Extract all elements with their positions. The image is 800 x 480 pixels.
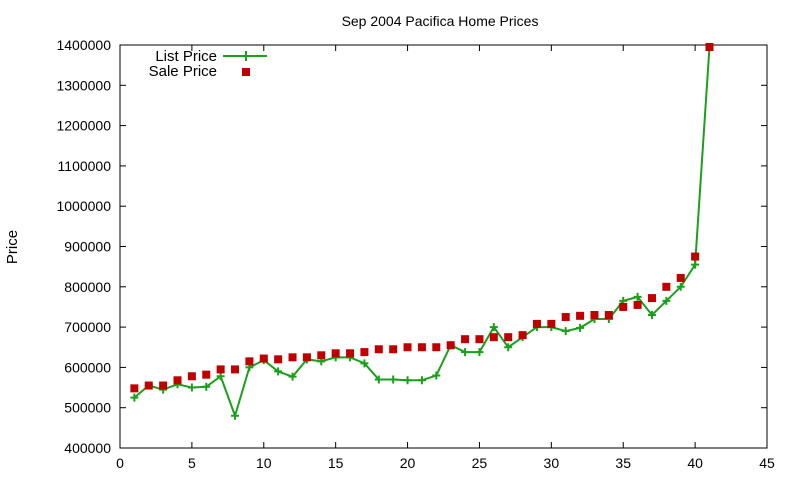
axes-layer: 0 5 10 15 20 25 30 35 40 45 400000 500000 600000 7000… (56, 37, 775, 471)
legend-label-sale-price: Sale Price (149, 63, 217, 80)
list-price-point (231, 411, 240, 420)
x-tick-label: 10 (256, 455, 272, 471)
y-tick-label: 1300000 (56, 77, 111, 93)
sale-price-point (532, 319, 541, 328)
sale-price-point (346, 349, 355, 358)
sale-price-point (647, 294, 656, 303)
legend-marker-sale-price (242, 68, 250, 76)
sale-price-point (187, 372, 196, 381)
sale-price-point (317, 351, 326, 360)
sale-price-point (130, 384, 139, 393)
x-tick-label: 15 (328, 455, 344, 471)
chart-title: Sep 2004 Pacifica Home Prices (342, 13, 539, 29)
sale-price-point (604, 311, 613, 320)
list-price-point (288, 372, 297, 381)
list-price-point (647, 311, 656, 320)
list-price-line (133, 46, 711, 419)
x-tick-label: 30 (544, 455, 560, 471)
x-tick-label: 40 (687, 455, 703, 471)
sale-price-point (259, 354, 268, 363)
sale-price-point (504, 333, 513, 342)
list-price-point (187, 383, 196, 392)
sale-price-point (202, 370, 211, 379)
list-price-point (475, 348, 484, 357)
list-price-point (633, 292, 642, 301)
sale-price-point (676, 273, 685, 282)
y-tick-label: 600000 (64, 359, 111, 375)
x-tick-label: 35 (615, 455, 631, 471)
sale-price-point (144, 381, 153, 390)
sale-price-point (619, 302, 628, 311)
list-price-point (216, 372, 225, 381)
sale-price-point (302, 353, 311, 362)
series-layer (130, 43, 714, 420)
sale-price-point (691, 252, 700, 261)
y-tick-label: 400000 (64, 440, 111, 456)
list-price-point (662, 296, 671, 305)
y-tick-label: 1200000 (56, 118, 111, 134)
sale-price-point (360, 348, 369, 357)
sale-price-point (590, 311, 599, 320)
list-price-point (130, 393, 139, 402)
sale-price-point (374, 345, 383, 354)
sale-price-point (489, 333, 498, 342)
x-tick-label: 45 (759, 455, 775, 471)
x-tick-label: 25 (472, 455, 488, 471)
sale-price-point (403, 343, 412, 352)
sale-price-point (173, 376, 182, 385)
x-tick-label: 5 (188, 455, 196, 471)
legend: List Price Sale Price (149, 48, 267, 80)
y-tick-label: 1400000 (56, 37, 111, 53)
list-price-point (691, 260, 700, 269)
list-price-point (417, 376, 426, 385)
list-price-point (676, 282, 685, 291)
sale-price-point (561, 313, 570, 322)
list-price-point (561, 327, 570, 336)
x-tick-label: 0 (116, 455, 124, 471)
sale-price-point (216, 365, 225, 374)
list-price-point (374, 375, 383, 384)
sale-price-point (274, 355, 283, 364)
y-tick-label: 700000 (64, 319, 111, 335)
y-tick-label: 1100000 (58, 158, 112, 174)
list-price-point (360, 359, 369, 368)
list-price-point (389, 375, 398, 384)
y-tick-label: 900000 (64, 239, 111, 255)
sale-price-point (389, 345, 398, 354)
list-price-point (432, 371, 441, 380)
list-price-point (576, 323, 585, 332)
legend-label-list-price: List Price (155, 48, 217, 65)
sale-price-point (159, 381, 168, 390)
y-tick-label: 500000 (64, 400, 111, 416)
list-price-point (489, 323, 498, 332)
sale-price-point (461, 335, 470, 344)
sale-price-point (231, 365, 240, 374)
list-price-point (461, 348, 470, 357)
sale-price-point (288, 353, 297, 362)
y-axis-label: Price (4, 230, 21, 264)
legend-marker-list-price (241, 51, 251, 61)
list-price-point (403, 376, 412, 385)
sale-price-point (245, 357, 254, 366)
sale-price-point (705, 43, 714, 52)
list-price-point (504, 343, 513, 352)
sale-price-point (576, 311, 585, 320)
sale-price-point (331, 349, 340, 358)
sale-price-point (547, 319, 556, 328)
plot-area-border (119, 44, 768, 449)
sale-price-point (662, 282, 671, 291)
sale-price-point (432, 343, 441, 352)
list-price-point (202, 382, 211, 391)
sale-price-point (518, 331, 527, 340)
y-tick-label: 800000 (64, 279, 111, 295)
x-tick-label: 20 (400, 455, 416, 471)
y-tick-label: 1000000 (56, 198, 111, 214)
sale-price-point (417, 343, 426, 352)
sale-price-point (446, 341, 455, 350)
sale-price-point (475, 335, 484, 344)
sale-price-point (633, 300, 642, 309)
list-price-point (274, 367, 283, 376)
